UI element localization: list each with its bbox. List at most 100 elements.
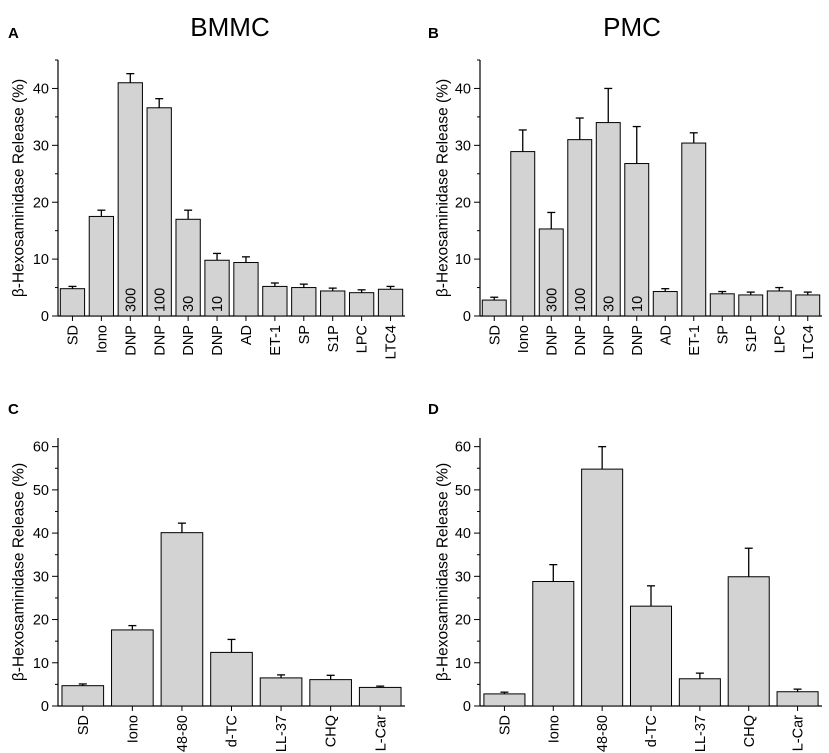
panel-c-category-label: Iono [125,715,141,743]
panel-d-bar-5 [678,678,721,707]
panel-b-bar-label-4: 100 [573,288,589,312]
panel-a-bar-10 [320,290,346,317]
panel-c-ytick-label: 0 [41,699,49,715]
panel-b-bar-label-5: 30 [601,296,617,312]
panel-b-category-label: SD [487,325,503,345]
panel-c-bar-5 [259,677,303,707]
panel-c-letter: C [8,401,19,418]
panel-d-bar-1 [483,693,526,707]
panel-a-category-label: AD [239,325,255,345]
panel-b-title: PMC [603,12,661,42]
panel-b-ytick-label: 40 [455,82,471,98]
panel-a-bar-2 [88,215,115,317]
panel-c-category-label: L-Car [373,715,389,751]
panel-b-bar-label-6: 10 [630,296,646,312]
panel-a-ytick-label: 40 [33,82,49,98]
panel-b-ylabel: β-Hexosaminidase Release (%) [434,79,451,297]
panel-d-ylabel: β-Hexosaminidase Release (%) [434,463,451,681]
panel-a-bar-label-4: 100 [152,288,168,312]
panel-a-bar-7 [233,262,259,317]
panel-d-ytick-label: 50 [455,483,471,499]
panel-a-category-label: SD [66,325,82,345]
panel-c-bar-2 [111,629,154,707]
panel-d-ytick-label: 40 [455,526,471,542]
panel-b-bar-2 [510,151,536,317]
panel-b-category-label: DNP [630,325,646,356]
panel-c-category-label: SD [76,715,92,735]
panel-b-category-label: DNP [601,325,617,356]
panel-c-bar-6 [309,679,352,707]
panel-a-category-label: DNP [123,325,139,356]
panel-c-ytick-label: 60 [33,440,49,456]
panel-b-category-label: DNP [573,325,589,356]
panel-c-ytick-label: 50 [33,483,49,499]
panel-b-category-label: SP [715,325,731,344]
panel-a-ytick-label: 10 [33,252,49,268]
panel-b-letter: B [428,25,439,42]
panel-d-category-label: Iono [546,715,562,743]
panel-c-ytick-label: 40 [33,526,49,542]
panel-b-category-label: DNP [544,325,560,356]
panel-d-category-label: CHQ [742,715,758,747]
panel-b-ytick-label: 20 [455,195,471,211]
panel-c-ytick-label: 10 [33,656,49,672]
panel-d-ytick-label: 60 [455,440,471,456]
panel-d-ytick-label: 30 [455,569,471,585]
panel-b-bar-10 [738,294,764,317]
panel-b-category-label: LTC4 [801,325,817,359]
panel-c-ylabel: β-Hexosaminidase Release (%) [10,463,27,681]
panel-a-category-label: S1P [326,325,342,352]
panel-a-ylabel: β-Hexosaminidase Release (%) [10,79,27,297]
panel-d-category-label: LL-37 [693,715,709,752]
panel-c-category-label: LL-37 [274,715,290,752]
panel-c-category-label: CHQ [324,715,340,747]
panel-c-bar-7 [358,686,402,707]
panel-b-bar-label-3: 300 [544,288,560,312]
panel-c-ytick-label: 20 [33,613,49,629]
panel-a-bar-6 [204,259,230,317]
panel-c-category-label: d-TC [225,715,241,747]
panel-d-bar-4 [629,605,673,707]
panel-c-bar-1 [61,685,105,707]
panel-b-category-label: AD [658,325,674,345]
panel-a-bar-label-3: 300 [123,288,139,312]
panel-c-ytick-label: 30 [33,569,49,585]
panel-d-category-label: 48-80 [595,715,611,752]
panel-a-bar-4 [146,107,172,317]
panel-d-letter: D [428,401,439,418]
panel-a-letter: A [8,25,19,42]
panel-b-bar-1 [481,299,507,317]
panel-d-ytick-label: 0 [463,699,471,715]
panel-a-ytick-label: 20 [33,195,49,211]
panel-c-bar-3 [160,532,204,707]
panel-a-bar-12 [377,288,404,317]
panel-c-category-label: 48-80 [175,715,191,752]
panel-d-ytick-label: 20 [455,613,471,629]
panel-c-bar-4 [210,651,253,707]
panel-b-bar-12 [795,294,821,317]
panel-d-category-label: L-Car [791,715,807,751]
panel-a-category-label: ET-1 [268,325,284,356]
panel-d-bar-3 [581,468,624,707]
panel-b-ytick-label: 10 [455,252,471,268]
panel-a-bar-9 [291,287,317,317]
panel-b-ytick-label: 0 [463,309,471,325]
panel-a-bar-3 [117,82,143,317]
panel-a-bar-1 [59,288,86,317]
panel-a-category-label: Iono [94,325,110,353]
panel-d-bar-7 [776,691,819,707]
panel-b-bar-8 [681,142,707,317]
panel-a-ytick-label: 30 [33,138,49,154]
panel-a-category-label: SP [297,325,313,344]
panel-a-category-label: LTC4 [384,325,400,359]
panel-b-ytick-label: 30 [455,138,471,154]
panel-a-category-label: DNP [152,325,168,356]
panel-b-category-label: Iono [516,325,532,353]
panel-a-title: BMMC [190,12,269,42]
panel-b-bar-7 [652,291,678,317]
panel-a-category-label: DNP [181,325,197,356]
panel-d-bar-2 [532,581,575,707]
panel-a-ytick-label: 0 [41,309,49,325]
panel-a-category-label: LPC [355,325,371,353]
